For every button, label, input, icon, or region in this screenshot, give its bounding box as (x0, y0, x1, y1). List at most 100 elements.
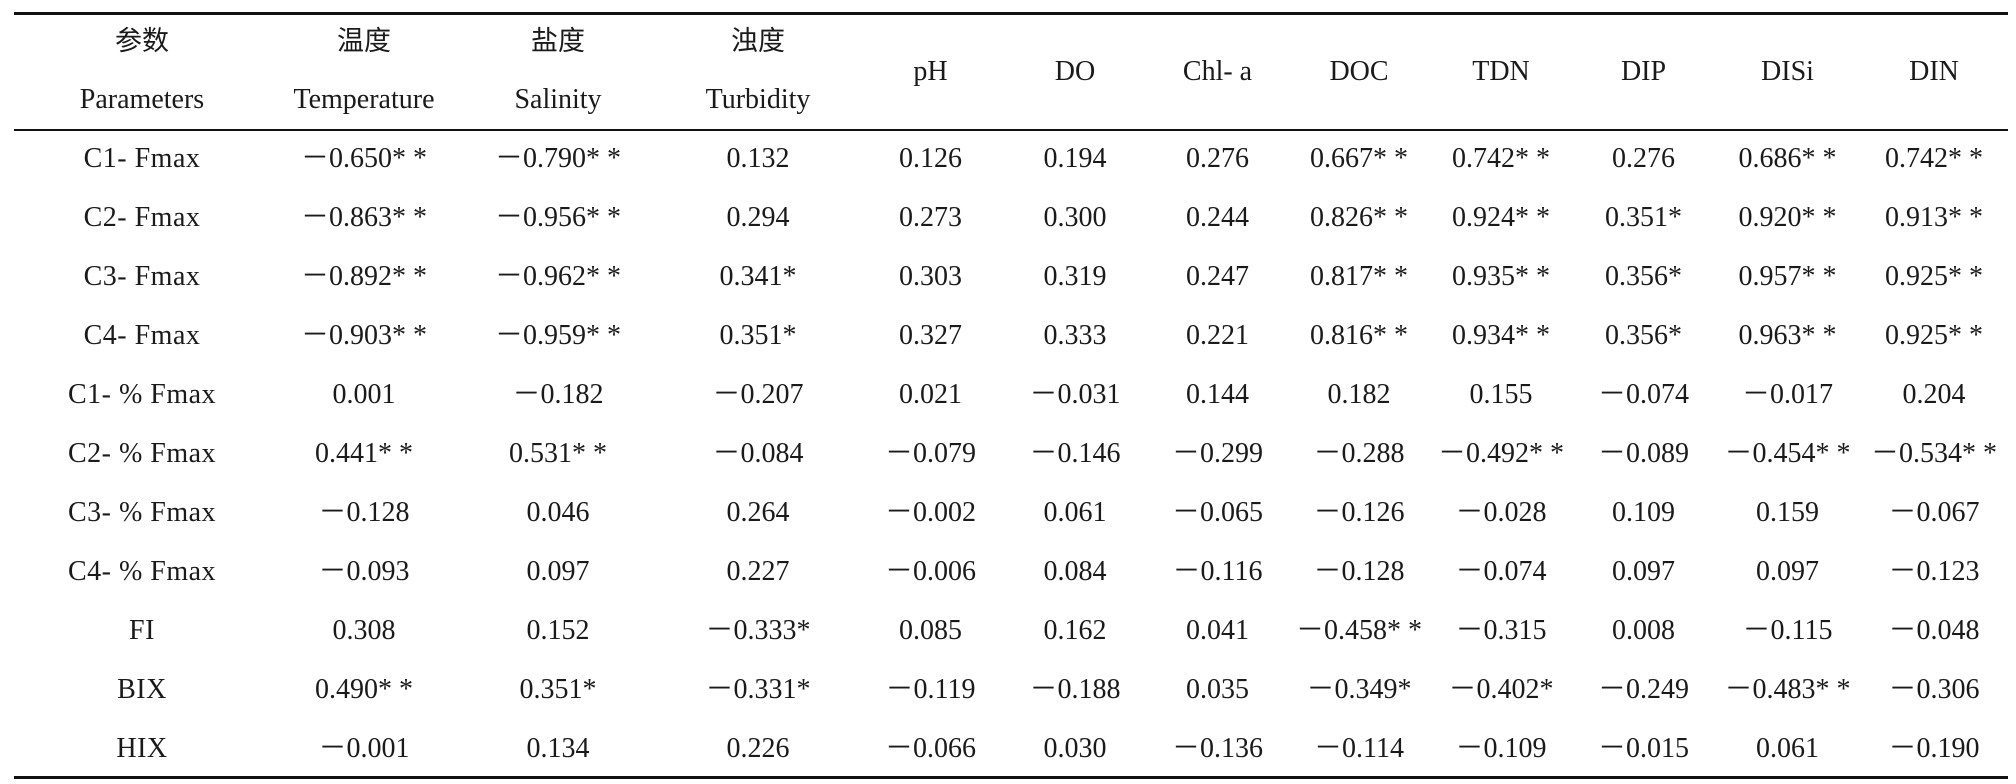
correlation-value-cell: 0.247 (1186, 261, 1249, 292)
correlation-value-cell: 0.194 (1043, 143, 1107, 174)
correlation-value-cell: 0.686* * (1738, 143, 1837, 174)
correlation-value-cell: －0.136 (1171, 733, 1263, 764)
correlation-value-cell: 0.333 (1043, 320, 1107, 351)
correlation-value-cell: －0.114 (1314, 733, 1404, 764)
correlation-value-cell: 0.162 (1043, 615, 1107, 646)
correlation-value-cell: －0.123 (1888, 556, 1980, 587)
correlation-value-cell: －0.790* * (494, 143, 621, 174)
correlation-value-cell: 0.294 (726, 202, 790, 233)
correlation-value-cell: －0.079 (884, 438, 976, 469)
correlation-value-cell: 0.934* * (1452, 320, 1550, 351)
column-header-en: DIP (1620, 56, 1667, 87)
correlation-value-cell: －0.402* (1448, 674, 1554, 705)
column-header: Chl- a (1147, 15, 1288, 129)
correlation-value-cell: －0.115 (1742, 615, 1833, 646)
correlation-value-cell: 0.001 (332, 379, 396, 410)
column-header: DIN (1860, 15, 2008, 129)
column-header-zh: 浊度 (731, 26, 785, 57)
column-header-zh: 盐度 (531, 26, 585, 57)
correlation-value-cell: －0.074 (1455, 556, 1547, 587)
correlation-value-cell: 0.134 (526, 733, 590, 764)
column-header: DOC (1288, 15, 1430, 129)
table-row: C3- Fmax －0.892* * －0.962* * 0.341* 0.303 0.3… (14, 247, 2008, 306)
column-header: 盐度 Salinity (458, 15, 658, 129)
correlation-value-cell: 0.244 (1186, 202, 1249, 233)
correlation-value-cell: －0.892* * (300, 261, 427, 292)
correlation-value-cell: －0.093 (318, 556, 410, 587)
correlation-value-cell: 0.144 (1186, 379, 1249, 410)
column-header-en: DOC (1329, 56, 1389, 87)
row-parameter-label: C2- % Fmax (67, 438, 217, 469)
row-parameter-label: HIX (116, 733, 168, 764)
table-header-row: 参数 Parameters 温度 Temperature 盐度 Salinity 浊度 Tur… (14, 15, 2008, 129)
table-row: C3- % Fmax －0.128 0.046 0.264 －0.002 0.061 －0.… (14, 483, 2008, 542)
correlation-value-cell: 0.041 (1186, 615, 1249, 646)
row-parameter-label: C4- Fmax (83, 320, 201, 351)
correlation-value-cell: －0.863* * (300, 202, 427, 233)
correlation-value-cell: 0.221 (1186, 320, 1249, 351)
column-header-zh: 温度 (337, 26, 391, 57)
correlation-value-cell: －0.006 (884, 556, 976, 587)
column-header-zh: 参数 (115, 26, 169, 57)
correlation-value-cell: 0.742* * (1452, 143, 1550, 174)
correlation-value-cell: 0.826* * (1310, 202, 1408, 233)
correlation-value-cell: 0.021 (899, 379, 962, 410)
column-header: DIP (1572, 15, 1715, 129)
row-parameter-label: C3- % Fmax (67, 497, 217, 528)
top-rule (14, 12, 2008, 15)
table-body: C1- Fmax －0.650* * －0.790* * 0.132 0.126 0.19… (14, 129, 2008, 778)
row-parameter-label: FI (129, 615, 155, 646)
correlation-value-cell: 0.957* * (1738, 261, 1837, 292)
correlation-value-cell: 0.935* * (1452, 261, 1550, 292)
correlation-value-cell: －0.048 (1888, 615, 1980, 646)
table-row: BIX 0.490* * 0.351* －0.331* －0.119 －0.188 0.03… (14, 660, 2008, 719)
correlation-value-cell: －0.349* (1306, 674, 1412, 705)
row-parameter-label: C1- % Fmax (67, 379, 217, 410)
correlation-value-cell: －0.065 (1171, 497, 1263, 528)
correlation-value-cell: 0.085 (899, 615, 962, 646)
correlation-value-cell: 0.084 (1043, 556, 1107, 587)
correlation-value-cell: 0.008 (1612, 615, 1675, 646)
correlation-value-cell: －0.146 (1029, 438, 1121, 469)
correlation-value-cell: －0.903* * (300, 320, 427, 351)
correlation-value-cell: －0.288 (1313, 438, 1405, 469)
correlation-value-cell: －0.492* * (1437, 438, 1564, 469)
row-parameter-label: C2- Fmax (83, 202, 201, 233)
column-header: pH (858, 15, 1003, 129)
correlation-value-cell: 0.319 (1043, 261, 1107, 292)
correlation-value-cell: 0.351* (519, 674, 597, 705)
correlation-value-cell: －0.028 (1455, 497, 1547, 528)
correlation-value-cell: 0.204 (1902, 379, 1966, 410)
row-parameter-label: C4- % Fmax (67, 556, 217, 587)
correlation-value-cell: －0.207 (712, 379, 804, 410)
correlation-value-cell: 0.035 (1186, 674, 1249, 705)
correlation-value-cell: －0.116 (1172, 556, 1263, 587)
correlation-value-cell: －0.182 (512, 379, 604, 410)
correlation-value-cell: 0.097 (1612, 556, 1675, 587)
column-header-en: Parameters (79, 84, 205, 115)
correlation-value-cell: 0.341* (719, 261, 797, 292)
correlation-value-cell: －0.959* * (494, 320, 621, 351)
column-header-en: Salinity (514, 84, 602, 115)
correlation-value-cell: 0.109 (1612, 497, 1675, 528)
correlation-value-cell: 0.351* (1605, 202, 1682, 233)
column-header: DISi (1715, 15, 1860, 129)
correlation-value-cell: －0.483* * (1724, 674, 1851, 705)
correlation-value-cell: －0.128 (318, 497, 410, 528)
correlation-value-cell: 0.155 (1469, 379, 1533, 410)
correlation-value-cell: －0.306 (1888, 674, 1980, 705)
table-row: C2- Fmax －0.863* * －0.956* * 0.294 0.273 0.30… (14, 188, 2008, 247)
correlation-value-cell: 0.227 (726, 556, 790, 587)
table-row: FI 0.308 0.152 －0.333* 0.085 0.162 0.041 －0.458… (14, 601, 2008, 660)
column-header-en: DISi (1761, 56, 1814, 87)
correlation-value-cell: 0.300 (1043, 202, 1107, 233)
column-header: 浊度 Turbidity (658, 15, 858, 129)
correlation-value-cell: 0.308 (332, 615, 396, 646)
correlation-value-cell: －0.188 (1029, 674, 1121, 705)
correlation-value-cell: 0.490* * (315, 674, 413, 705)
correlation-value-cell: 0.152 (526, 615, 590, 646)
column-header: 参数 Parameters (14, 15, 270, 129)
table-row: C1- % Fmax 0.001 －0.182 －0.207 0.021 －0.031 0.… (14, 365, 2008, 424)
column-header-en: TDN (1472, 56, 1530, 87)
correlation-value-cell: －0.299 (1171, 438, 1263, 469)
